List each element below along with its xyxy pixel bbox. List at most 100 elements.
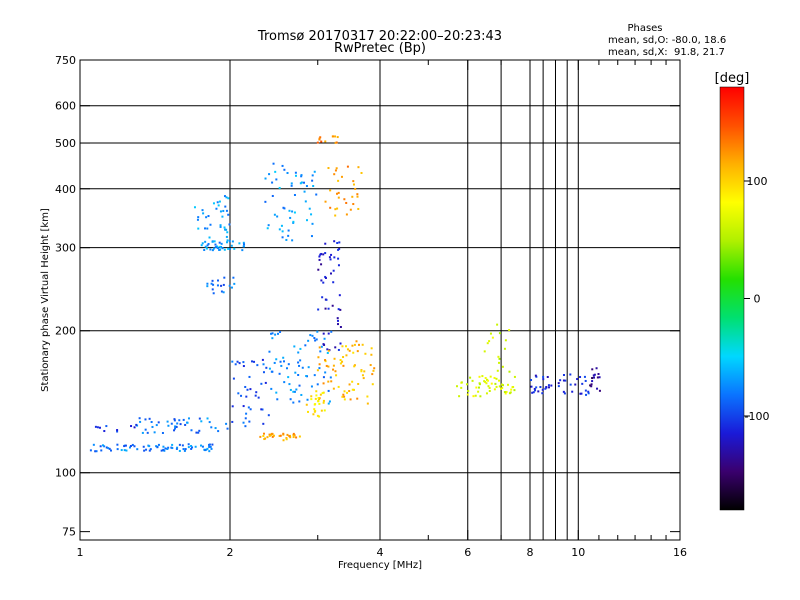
data-point	[225, 196, 228, 199]
y-tick-label: 750	[55, 54, 76, 67]
data-point	[598, 376, 601, 379]
data-point	[484, 377, 487, 380]
data-point	[569, 383, 572, 386]
data-point	[329, 189, 332, 192]
data-point	[336, 241, 339, 244]
data-point	[360, 370, 363, 373]
data-point	[267, 224, 270, 227]
data-point	[301, 366, 304, 369]
data-point	[309, 334, 312, 337]
data-point	[227, 247, 230, 250]
data-point	[215, 207, 218, 210]
data-point	[300, 174, 303, 177]
data-point	[295, 436, 298, 439]
data-point	[366, 402, 369, 405]
data-point	[337, 179, 340, 182]
data-point	[212, 247, 215, 250]
y-tick-label: 300	[55, 242, 76, 255]
data-point	[546, 375, 549, 378]
data-point	[324, 200, 327, 203]
data-point	[322, 399, 325, 402]
data-point	[298, 384, 301, 387]
data-point	[316, 414, 319, 417]
data-point	[327, 307, 330, 310]
data-point	[597, 372, 600, 375]
data-point	[501, 365, 504, 368]
data-point	[249, 408, 252, 411]
data-point	[455, 385, 458, 388]
data-point	[343, 398, 346, 401]
data-point	[477, 386, 480, 389]
data-point	[327, 389, 330, 392]
data-point	[226, 231, 229, 234]
chart-title-line2: RwPretec (Bp)	[334, 41, 426, 56]
data-point	[563, 392, 566, 395]
x-tick-label: 1	[77, 546, 84, 559]
data-point	[270, 387, 273, 390]
data-point	[248, 420, 251, 423]
data-point	[210, 282, 213, 285]
data-point	[100, 449, 103, 452]
data-point	[209, 248, 212, 251]
colorbar-ticks: 100 0 -100	[744, 175, 769, 423]
data-point	[292, 220, 295, 223]
data-point	[574, 383, 577, 386]
data-point	[587, 392, 590, 395]
data-point	[343, 395, 346, 398]
data-point	[508, 370, 511, 373]
data-point	[116, 430, 119, 433]
axis-ticks: 1 2 4 6 8 10 16 75 100 200 300 400 500 600 750	[55, 54, 687, 559]
data-point	[206, 285, 209, 288]
data-point	[262, 371, 265, 374]
data-point	[231, 420, 234, 423]
data-point	[291, 210, 294, 213]
data-point	[318, 346, 321, 349]
data-point	[489, 332, 492, 335]
data-point	[234, 363, 237, 366]
data-point	[336, 136, 339, 139]
data-point	[161, 431, 164, 434]
data-point	[197, 227, 200, 230]
data-point	[317, 396, 320, 399]
data-point	[233, 282, 236, 285]
data-point	[354, 187, 357, 190]
data-point	[337, 191, 340, 194]
data-point	[530, 379, 533, 382]
data-point	[299, 359, 302, 362]
data-point	[318, 258, 321, 261]
data-point	[101, 444, 104, 447]
data-point	[591, 368, 594, 371]
y-tick-label: 75	[62, 526, 76, 539]
data-point	[206, 227, 209, 230]
data-point	[320, 140, 323, 143]
data-point	[500, 387, 503, 390]
data-point	[294, 371, 297, 374]
data-point	[318, 363, 321, 366]
data-point	[197, 431, 200, 434]
data-point	[333, 357, 336, 360]
data-point	[337, 248, 340, 251]
data-point	[208, 445, 211, 448]
data-point	[360, 171, 363, 174]
data-point	[339, 362, 342, 365]
data-point	[206, 417, 209, 420]
data-point	[138, 417, 141, 420]
data-point	[314, 339, 317, 342]
data-point	[262, 434, 265, 437]
data-point	[300, 181, 303, 184]
data-point	[330, 330, 333, 333]
data-point	[326, 351, 329, 354]
data-point	[170, 422, 173, 425]
data-point	[483, 350, 486, 353]
data-point	[346, 391, 349, 394]
data-point	[211, 240, 214, 243]
data-point	[289, 436, 292, 439]
data-point	[321, 392, 324, 395]
data-point	[184, 423, 187, 426]
data-point	[315, 390, 318, 393]
data-point	[329, 258, 332, 261]
data-point	[197, 216, 200, 219]
data-point	[343, 198, 346, 201]
data-point	[488, 340, 491, 343]
data-point	[340, 175, 343, 178]
